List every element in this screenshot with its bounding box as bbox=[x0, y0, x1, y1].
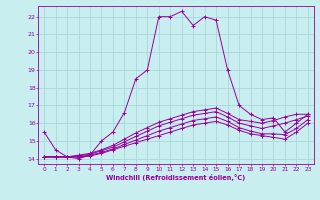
X-axis label: Windchill (Refroidissement éolien,°C): Windchill (Refroidissement éolien,°C) bbox=[106, 174, 246, 181]
